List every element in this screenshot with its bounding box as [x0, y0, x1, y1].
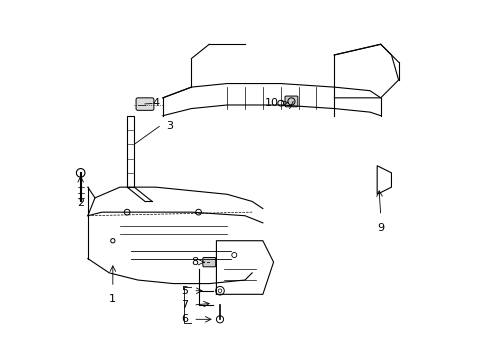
Text: 10: 10 [265, 98, 279, 108]
Text: 8: 8 [192, 257, 198, 267]
FancyBboxPatch shape [285, 96, 298, 107]
Text: 3: 3 [167, 121, 173, 131]
FancyBboxPatch shape [136, 98, 154, 111]
Text: 9: 9 [377, 223, 384, 233]
FancyBboxPatch shape [203, 257, 216, 267]
Text: 1: 1 [109, 294, 116, 304]
Text: 4: 4 [152, 98, 159, 108]
Text: 6: 6 [181, 314, 188, 324]
Text: 5: 5 [181, 286, 188, 296]
Text: 2: 2 [77, 198, 84, 208]
Text: 7: 7 [181, 300, 188, 310]
